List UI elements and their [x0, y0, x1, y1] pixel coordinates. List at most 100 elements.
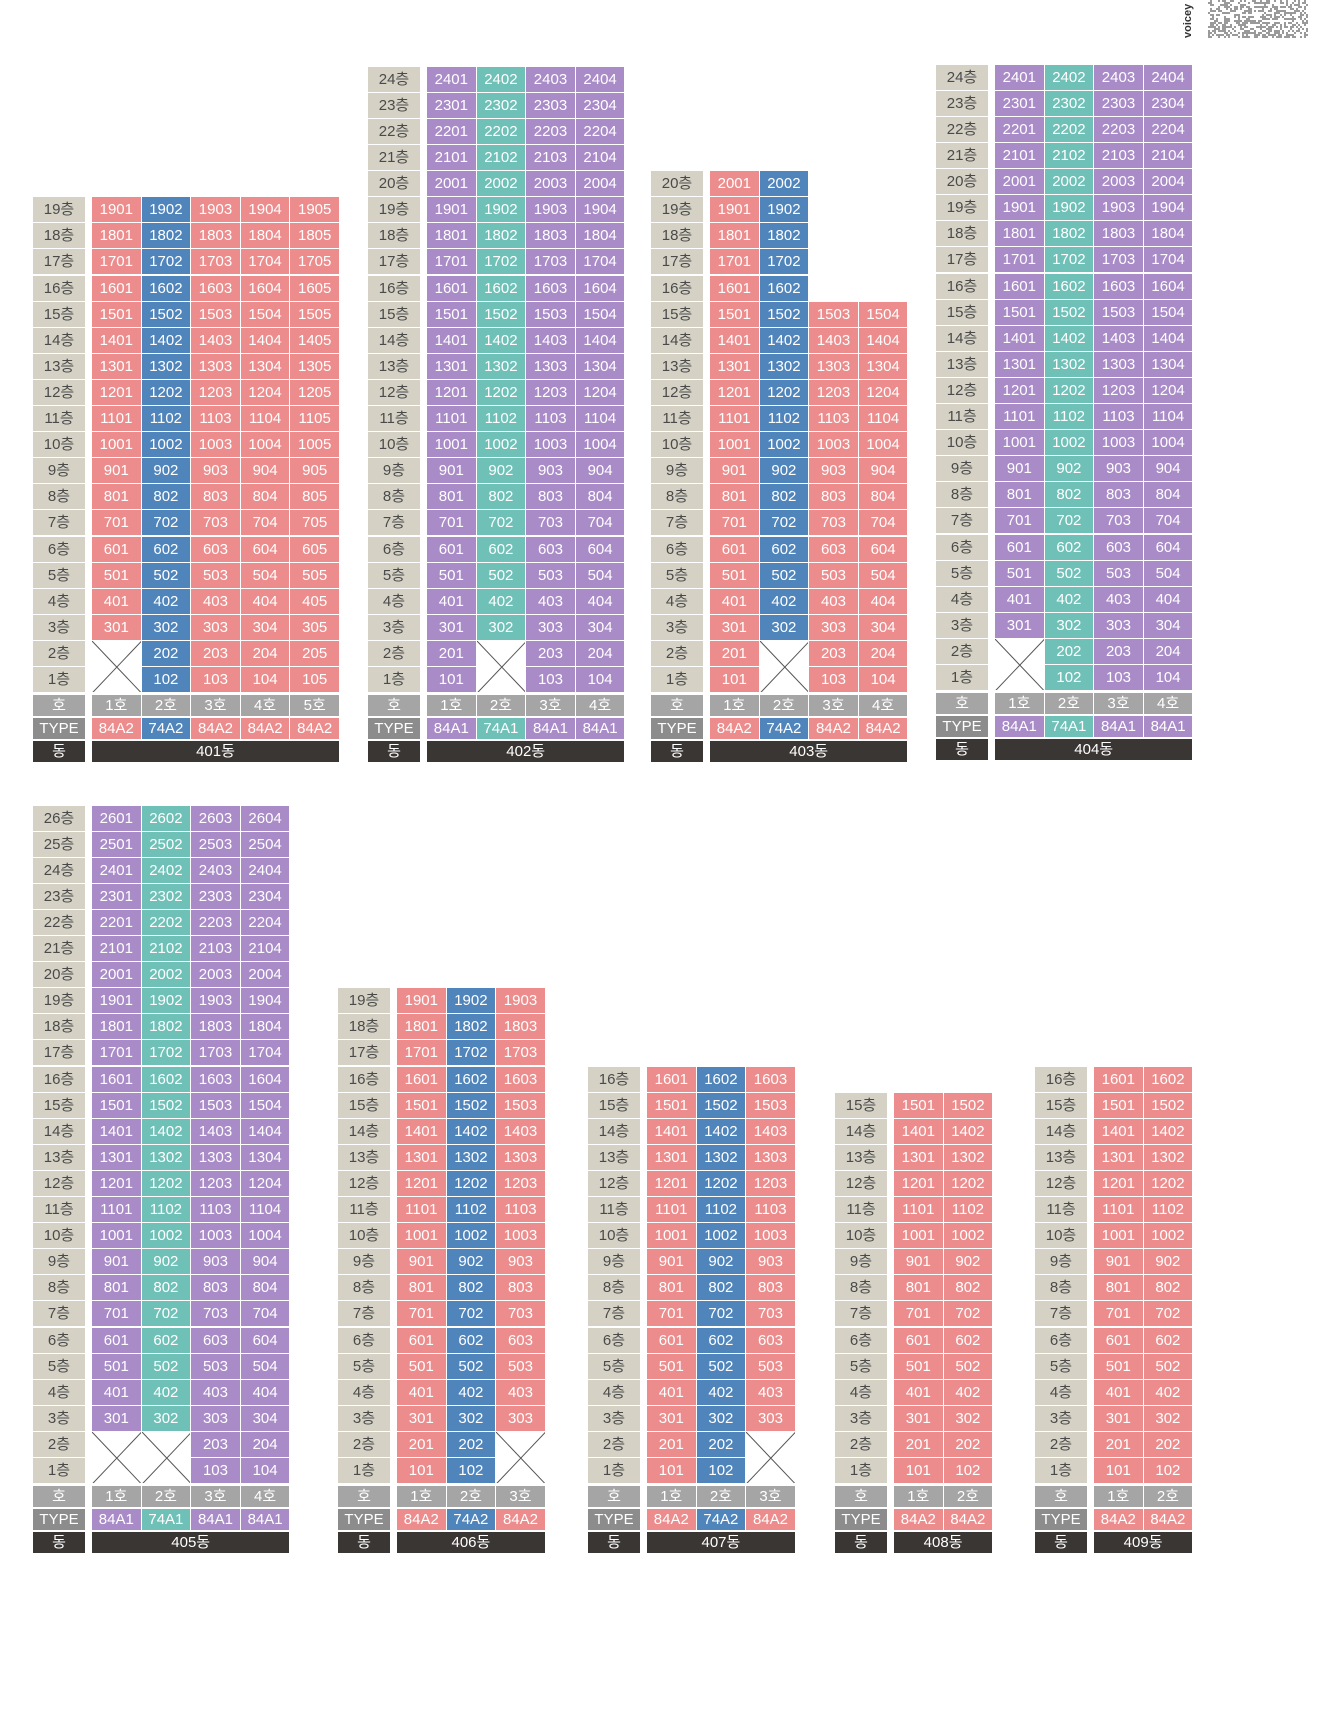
- unit-cell-2303[interactable]: 2303: [1094, 90, 1144, 117]
- unit-cell-1104[interactable]: 1104: [240, 406, 291, 433]
- unit-cell-1402[interactable]: 1402: [1044, 325, 1095, 352]
- unit-cell-401[interactable]: 401: [92, 1379, 142, 1406]
- unit-cell-403[interactable]: 403: [191, 1379, 241, 1406]
- unit-cell-902[interactable]: 902: [446, 1249, 497, 1276]
- unit-cell-601[interactable]: 601: [1094, 1327, 1144, 1354]
- unit-cell-705[interactable]: 705: [290, 510, 340, 537]
- unit-cell-1301[interactable]: 1301: [92, 1144, 142, 1171]
- unit-cell-1001[interactable]: 1001: [92, 1223, 142, 1250]
- unit-cell-301[interactable]: 301: [995, 612, 1045, 639]
- unit-cell-1002[interactable]: 1002: [1143, 1223, 1194, 1250]
- unit-cell-501[interactable]: 501: [397, 1353, 447, 1380]
- unit-cell-803[interactable]: 803: [191, 484, 241, 511]
- unit-cell-2003[interactable]: 2003: [1094, 169, 1144, 196]
- unit-cell-2201[interactable]: 2201: [995, 116, 1045, 143]
- unit-cell-304[interactable]: 304: [1143, 612, 1194, 639]
- unit-cell-1601[interactable]: 1601: [710, 275, 760, 302]
- unit-cell-303[interactable]: 303: [191, 614, 241, 641]
- unit-cell-101[interactable]: 101: [894, 1458, 944, 1485]
- unit-cell-1203[interactable]: 1203: [526, 379, 576, 406]
- unit-cell-1203[interactable]: 1203: [809, 379, 859, 406]
- unit-cell-1904[interactable]: 1904: [240, 197, 291, 224]
- unit-cell-1402[interactable]: 1402: [446, 1118, 497, 1145]
- unit-cell-802[interactable]: 802: [446, 1275, 497, 1302]
- unit-cell-1803[interactable]: 1803: [191, 223, 241, 250]
- unit-cell-2102[interactable]: 2102: [1044, 143, 1095, 170]
- unit-cell-1001[interactable]: 1001: [894, 1223, 944, 1250]
- unit-cell-601[interactable]: 601: [894, 1327, 944, 1354]
- unit-cell-302[interactable]: 302: [476, 614, 527, 641]
- unit-cell-503[interactable]: 503: [191, 562, 241, 589]
- unit-cell-2002[interactable]: 2002: [141, 962, 192, 989]
- unit-cell-1302[interactable]: 1302: [141, 353, 192, 380]
- unit-cell-901[interactable]: 901: [710, 458, 760, 485]
- unit-cell-1504[interactable]: 1504: [575, 301, 626, 328]
- unit-cell-502[interactable]: 502: [943, 1353, 994, 1380]
- unit-cell-1601[interactable]: 1601: [995, 273, 1045, 300]
- unit-cell-1302[interactable]: 1302: [1143, 1144, 1194, 1171]
- unit-cell-1702[interactable]: 1702: [141, 249, 192, 276]
- unit-cell-1201[interactable]: 1201: [647, 1170, 697, 1197]
- unit-cell-1602[interactable]: 1602: [1044, 273, 1095, 300]
- unit-cell-2004[interactable]: 2004: [240, 962, 291, 989]
- unit-cell-402[interactable]: 402: [446, 1379, 497, 1406]
- unit-cell-1103[interactable]: 1103: [496, 1197, 546, 1224]
- unit-cell-1501[interactable]: 1501: [1094, 1092, 1144, 1119]
- unit-cell-701[interactable]: 701: [427, 510, 477, 537]
- unit-cell-1003[interactable]: 1003: [1094, 430, 1144, 457]
- unit-cell-901[interactable]: 901: [1094, 1249, 1144, 1276]
- unit-cell-2101[interactable]: 2101: [92, 936, 142, 963]
- unit-cell-2203[interactable]: 2203: [1094, 116, 1144, 143]
- unit-cell-1201[interactable]: 1201: [1094, 1170, 1144, 1197]
- unit-cell-1302[interactable]: 1302: [141, 1144, 192, 1171]
- unit-cell-505[interactable]: 505: [290, 562, 340, 589]
- unit-cell-2401[interactable]: 2401: [92, 857, 142, 884]
- unit-cell-801[interactable]: 801: [92, 1275, 142, 1302]
- unit-cell-904[interactable]: 904: [240, 1249, 291, 1276]
- unit-cell-1602[interactable]: 1602: [141, 275, 192, 302]
- unit-cell-502[interactable]: 502: [1143, 1353, 1194, 1380]
- unit-cell-105[interactable]: 105: [290, 667, 340, 694]
- unit-cell-501[interactable]: 501: [92, 1353, 142, 1380]
- unit-cell-902[interactable]: 902: [141, 458, 192, 485]
- unit-cell-1002[interactable]: 1002: [759, 432, 810, 459]
- unit-cell-1202[interactable]: 1202: [759, 379, 810, 406]
- unit-cell-802[interactable]: 802: [476, 484, 527, 511]
- unit-cell-303[interactable]: 303: [746, 1405, 796, 1432]
- unit-cell-2003[interactable]: 2003: [191, 962, 241, 989]
- unit-cell-301[interactable]: 301: [92, 614, 142, 641]
- unit-cell-1702[interactable]: 1702: [1044, 247, 1095, 274]
- unit-cell-1003[interactable]: 1003: [191, 432, 241, 459]
- unit-cell-503[interactable]: 503: [526, 562, 576, 589]
- unit-cell-1702[interactable]: 1702: [759, 249, 810, 276]
- unit-cell-603[interactable]: 603: [496, 1327, 546, 1354]
- unit-cell-1305[interactable]: 1305: [290, 353, 340, 380]
- unit-cell-1301[interactable]: 1301: [995, 351, 1045, 378]
- unit-cell-902[interactable]: 902: [759, 458, 810, 485]
- unit-cell-1502[interactable]: 1502: [1143, 1092, 1194, 1119]
- unit-cell-1404[interactable]: 1404: [575, 327, 626, 354]
- unit-cell-403[interactable]: 403: [496, 1379, 546, 1406]
- unit-cell-102[interactable]: 102: [1143, 1458, 1194, 1485]
- unit-cell-2004[interactable]: 2004: [575, 171, 626, 198]
- unit-cell-603[interactable]: 603: [809, 536, 859, 563]
- unit-cell-1301[interactable]: 1301: [1094, 1144, 1144, 1171]
- unit-cell-803[interactable]: 803: [191, 1275, 241, 1302]
- unit-cell-1804[interactable]: 1804: [240, 1014, 291, 1041]
- unit-cell-502[interactable]: 502: [476, 562, 527, 589]
- unit-cell-1401[interactable]: 1401: [710, 327, 760, 354]
- unit-cell-2304[interactable]: 2304: [575, 92, 626, 119]
- unit-cell-402[interactable]: 402: [759, 588, 810, 615]
- unit-cell-1701[interactable]: 1701: [397, 1040, 447, 1067]
- unit-cell-601[interactable]: 601: [995, 534, 1045, 561]
- unit-cell-702[interactable]: 702: [759, 510, 810, 537]
- unit-cell-1302[interactable]: 1302: [943, 1144, 994, 1171]
- unit-cell-403[interactable]: 403: [809, 588, 859, 615]
- unit-cell-1602[interactable]: 1602: [446, 1066, 497, 1093]
- unit-cell-704[interactable]: 704: [240, 1301, 291, 1328]
- unit-cell-903[interactable]: 903: [191, 458, 241, 485]
- unit-cell-601[interactable]: 601: [647, 1327, 697, 1354]
- unit-cell-904[interactable]: 904: [240, 458, 291, 485]
- unit-cell-201[interactable]: 201: [710, 640, 760, 667]
- unit-cell-604[interactable]: 604: [240, 1327, 291, 1354]
